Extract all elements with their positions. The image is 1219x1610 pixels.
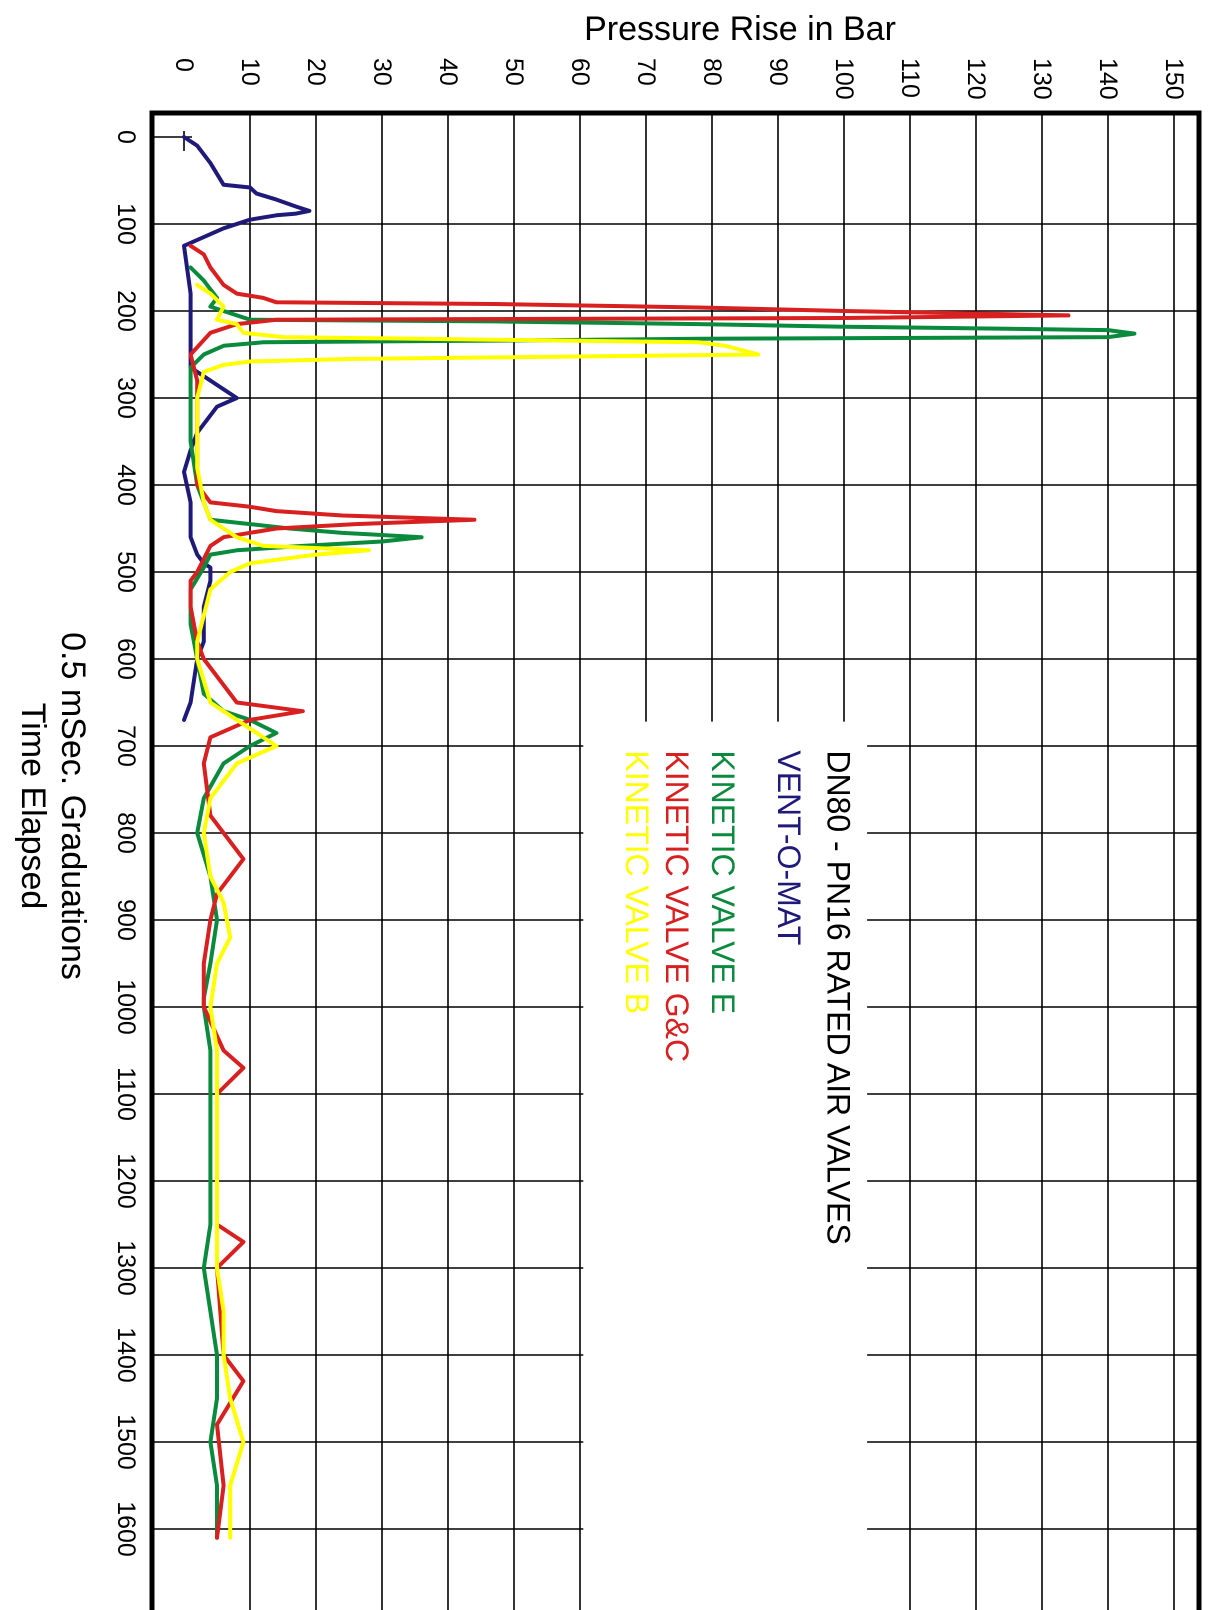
pressure-tick-label: 70 [632, 58, 660, 86]
series-line-2 [188, 265, 1137, 1540]
time-axis-title-line1: 0.5 mSec. Graduations [54, 632, 92, 980]
time-tick-label: 800 [112, 812, 140, 854]
time-tick-label: 1000 [112, 979, 140, 1035]
series-line-4 [195, 282, 761, 1540]
legend-entry-1: VENT-O-MAT [771, 750, 807, 945]
pressure-tick-label: 40 [434, 58, 462, 86]
legend-box [583, 721, 868, 1610]
legend-entry-3: KINETIC VALVE G&C [659, 750, 695, 1062]
pressure-tick-label: 110 [896, 58, 924, 98]
pressure-tick-label: 60 [566, 58, 594, 86]
plot-frame [149, 110, 1202, 1610]
time-tick-label: 1600 [112, 1501, 140, 1557]
time-tick-label: 1400 [112, 1327, 140, 1383]
time-tick-label: 500 [112, 551, 140, 593]
pressure-tick-labels: 0 10 20 30 40 50 60 70 80 90 100 110 120 130 140 150 [170, 58, 1188, 100]
time-tick-label: 400 [112, 464, 140, 506]
pressure-tick-label: 130 [1028, 58, 1056, 100]
legend-entry-2: KINETIC VALVE E [705, 750, 741, 1014]
xlabel-group: 0.5 mSec. Graduations Time Elapsed [14, 632, 92, 980]
time-tick-label: 900 [112, 899, 140, 941]
pressure-tick-label: 80 [698, 58, 726, 86]
time-tick-labels: 0 100 200 300 400 500 600 700 800 900 1000 1100 1200… [112, 130, 140, 1557]
pressure-tick-label: 100 [830, 58, 858, 100]
pressure-tick-label: 20 [302, 58, 330, 86]
pressure-axis-title: Pressure Rise in Bar [584, 10, 896, 48]
time-tick-label: 100 [112, 203, 140, 245]
pressure-tick-label: 30 [368, 58, 396, 86]
time-tick-label: 300 [112, 377, 140, 419]
legend: DN80 - PN16 RATED AIR VALVES VENT-O-MAT KI… [619, 750, 856, 1244]
time-tick-label: 1500 [112, 1414, 140, 1470]
pressure-tick-label: 140 [1094, 58, 1122, 100]
pressure-tick-label: 150 [1160, 58, 1188, 100]
pressure-tick-label: 10 [236, 58, 264, 86]
time-tick-label: 1100 [112, 1067, 140, 1121]
pressure-tick-label: 120 [962, 58, 990, 100]
chart-title: DN80 - PN16 RATED AIR VALVES [821, 750, 857, 1244]
time-tick-label: 600 [112, 638, 140, 680]
time-tick-label: 700 [112, 725, 140, 767]
time-axis-title-line2: Time Elapsed [14, 703, 52, 910]
pressure-tick-label: 90 [764, 58, 792, 86]
time-tick-label: 1300 [112, 1240, 140, 1296]
time-tick-label: 200 [112, 290, 140, 332]
series-line-1 [182, 135, 312, 722]
series-line-3 [188, 243, 1071, 1540]
pressure-tick-label: 50 [500, 58, 528, 86]
time-tick-label: 1200 [112, 1153, 140, 1209]
pressure-tick-label: 0 [170, 58, 198, 72]
series-lines [182, 135, 1137, 1540]
time-tick-label: 0 [112, 130, 140, 144]
legend-entry-4: KINETIC VALVE B [619, 750, 655, 1014]
ylabel-group: Pressure Rise in Bar [584, 10, 896, 48]
